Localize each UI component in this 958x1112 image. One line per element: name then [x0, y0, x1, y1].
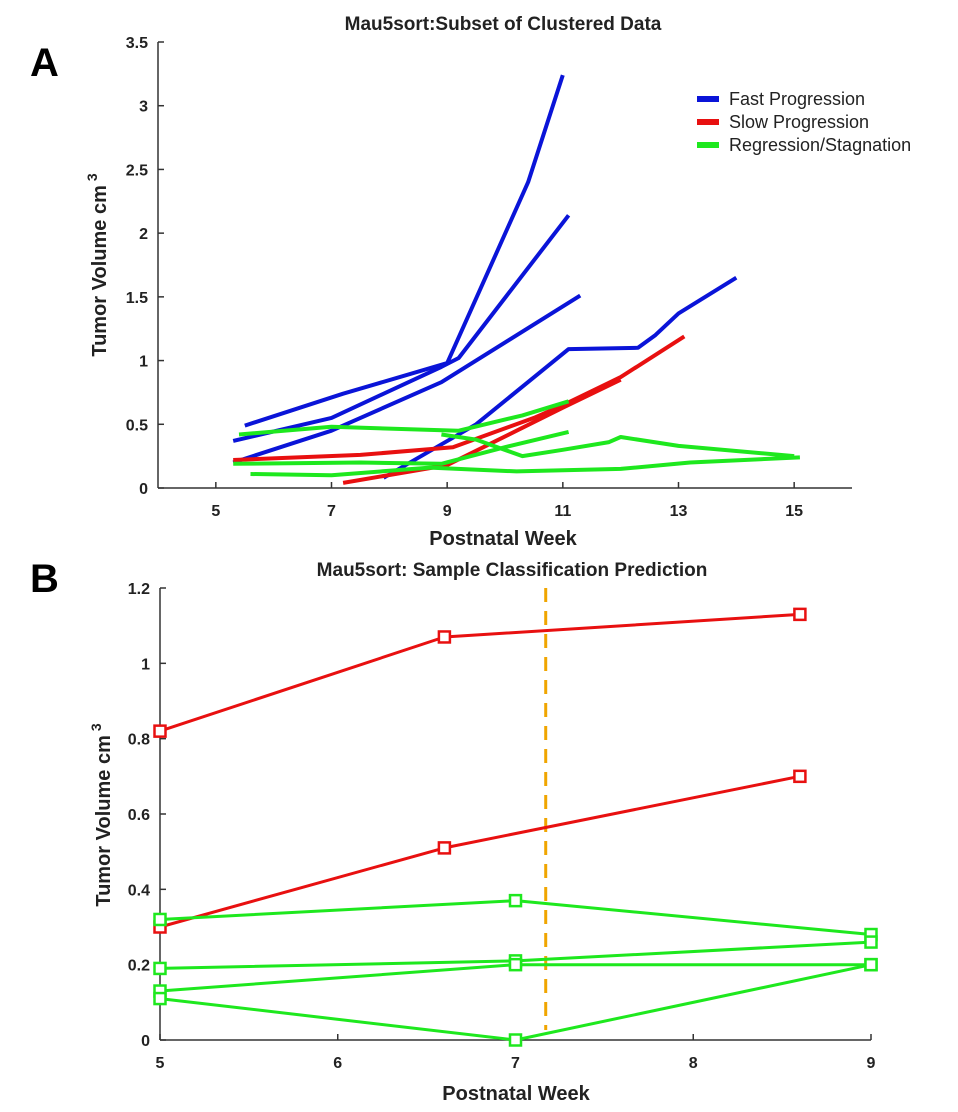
x-tick-label-b: 7	[511, 1055, 520, 1072]
x-tick-label-b: 8	[689, 1055, 698, 1072]
panel-letter-b: B	[30, 557, 59, 601]
y-tick-label-a: 1.5	[126, 290, 148, 307]
y-tick-label-a: 3	[139, 99, 148, 116]
series-line-fast-2	[232, 214, 571, 443]
legend-label-slow: Slow Progression	[729, 112, 869, 132]
y-tick-label-a: 1	[139, 354, 148, 371]
x-tick-label-a: 13	[670, 503, 688, 520]
data-point-marker	[153, 961, 167, 976]
series-line-slow-1	[233, 334, 686, 462]
x-tick-label-a: 15	[785, 503, 803, 520]
y-axis-label-a: Tumor Volume cm3	[84, 173, 111, 357]
series-line-regress-3	[441, 432, 795, 459]
y-tick-label-b: 0.8	[128, 732, 150, 749]
data-point-marker	[153, 724, 167, 738]
chart-title-a: Mau5sort:Subset of Clustered Data	[345, 14, 662, 35]
panel-letter-a: A	[30, 41, 59, 85]
series-line-slow-2	[342, 377, 622, 485]
x-tick-label-a: 11	[554, 503, 571, 520]
series-line-fast-1	[244, 74, 565, 428]
series-line-fast-3	[232, 293, 582, 465]
axes-a: 5 7 9 11 13 15 0 0.5 1 1.5 2 2.5 3 3.5	[126, 35, 852, 520]
x-tick-label-b: 5	[156, 1055, 165, 1072]
series-line-pred-red-1	[159, 612, 800, 733]
series-line-pred-green-4	[159, 963, 872, 1042]
plot-lines-b	[159, 612, 872, 1042]
data-point-marker	[437, 841, 452, 855]
x-tick-label-b: 9	[867, 1055, 876, 1072]
y-tick-label-a: 3.5	[126, 35, 148, 52]
series-line-fast-4	[382, 275, 738, 480]
y-tick-label-a: 0	[139, 481, 148, 498]
y-tick-label-a: 0.5	[126, 417, 148, 434]
chart-panel-b: Mau5sort: Sample Classification Predicti…	[88, 560, 878, 1105]
y-tick-label-b: 1	[141, 656, 150, 673]
x-axis-label-a: Postnatal Week	[429, 528, 577, 550]
series-line-regress-2	[233, 429, 570, 466]
legend-label-fast: Fast Progression	[729, 89, 865, 109]
y-tick-label-b: 0.6	[128, 807, 150, 824]
chart-title-b: Mau5sort: Sample Classification Predicti…	[317, 560, 708, 581]
y-axis-label-b: Tumor Volume cm3	[88, 723, 115, 907]
data-point-marker	[153, 912, 167, 927]
legend-a: Fast Progression Slow Progression Regressi…	[697, 89, 911, 155]
x-tick-label-a: 7	[327, 503, 336, 520]
plot-lines-a	[232, 74, 800, 485]
x-tick-label-a: 9	[443, 503, 452, 520]
y-tick-label-a: 2.5	[126, 162, 148, 179]
legend-label-regress: Regression/Stagnation	[729, 135, 911, 155]
x-axis-label-b: Postnatal Week	[442, 1083, 590, 1105]
data-point-marker	[437, 630, 452, 644]
markers-b	[153, 607, 878, 1047]
series-line-regress-1	[238, 399, 570, 437]
data-point-marker	[508, 1033, 523, 1047]
data-point-marker	[153, 991, 167, 1006]
data-point-marker	[508, 957, 523, 972]
series-line-regress-4	[250, 455, 800, 478]
y-tick-label-a: 2	[139, 226, 148, 243]
y-tick-label-b: 0	[141, 1033, 150, 1050]
x-tick-label-b: 6	[333, 1055, 342, 1072]
x-tick-label-a: 5	[211, 503, 220, 520]
data-point-marker	[864, 957, 878, 972]
y-tick-label-b: 1.2	[128, 581, 150, 598]
chart-panel-a: Mau5sort:Subset of Clustered Data Postna…	[84, 14, 911, 550]
axes-b: 5 6 7 8 9 0 0.2 0.4 0.6 0.8 1 1.2	[128, 581, 876, 1072]
series-line-pred-red-2	[159, 774, 801, 929]
y-tick-label-b: 0.2	[128, 958, 150, 975]
data-point-marker	[793, 607, 807, 622]
data-point-marker	[864, 935, 878, 949]
data-point-marker	[508, 893, 523, 908]
data-point-marker	[793, 769, 807, 784]
y-tick-label-b: 0.4	[128, 882, 150, 899]
